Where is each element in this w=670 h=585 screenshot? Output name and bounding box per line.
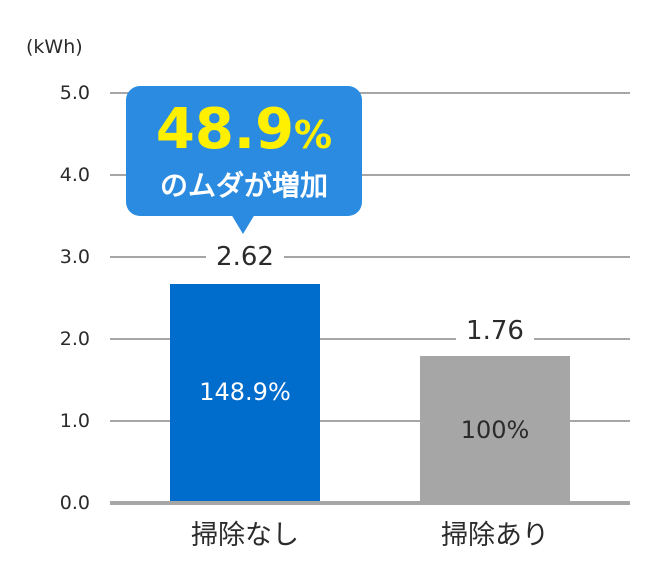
callout-pointer bbox=[231, 214, 255, 234]
gridline-4 bbox=[110, 174, 630, 176]
bar-no-cleaning-percent: 148.9% bbox=[199, 378, 291, 406]
y-tick-2: 2.0 bbox=[59, 328, 90, 350]
x-label-no-cleaning: 掃除なし bbox=[191, 520, 299, 551]
gridline-1 bbox=[110, 420, 630, 422]
y-tick-5: 5.0 bbox=[59, 82, 90, 104]
y-tick-0: 0.0 bbox=[59, 492, 90, 514]
y-axis-unit: (kWh) bbox=[26, 36, 83, 58]
x-axis-baseline bbox=[110, 501, 630, 505]
bar-with-cleaning: 100% bbox=[420, 356, 570, 503]
gridline-3 bbox=[110, 256, 630, 258]
bar-with-cleaning-value: 1.76 bbox=[420, 316, 570, 346]
bar-with-cleaning-percent: 100% bbox=[460, 416, 530, 444]
callout-subtext: のムダが増加 bbox=[159, 169, 328, 202]
y-tick-3: 3.0 bbox=[59, 246, 90, 268]
gridline-5 bbox=[110, 92, 630, 94]
gridline-2 bbox=[110, 338, 630, 340]
bar-no-cleaning-value: 2.62 bbox=[170, 242, 320, 272]
y-tick-1: 1.0 bbox=[59, 410, 90, 432]
bar-no-cleaning: 148.9% bbox=[170, 284, 320, 503]
y-tick-4: 4.0 bbox=[59, 164, 90, 186]
callout-headline: 48.9% bbox=[155, 97, 333, 162]
callout-bubble: 48.9% のムダが増加 bbox=[126, 86, 362, 216]
x-label-with-cleaning: 掃除あり bbox=[441, 520, 549, 551]
